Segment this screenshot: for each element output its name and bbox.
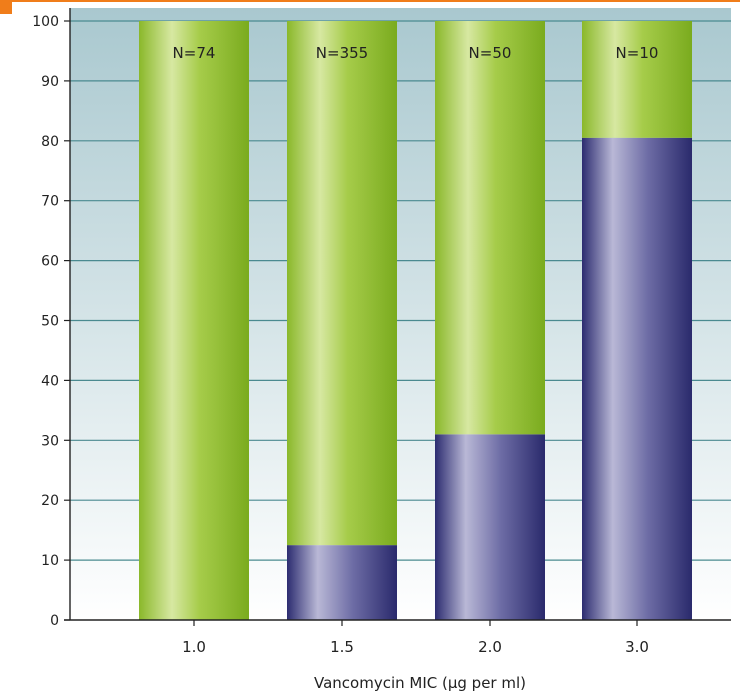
y-tick-label: 0: [50, 613, 59, 629]
y-tick-label: 30: [41, 433, 59, 449]
y-tick-label: 100: [32, 14, 59, 30]
corner-accent: [0, 0, 12, 14]
bar-segment: [287, 545, 397, 620]
y-tick-label: 40: [41, 373, 59, 389]
bar-segment: [435, 21, 545, 435]
bar-n-label: N=10: [616, 44, 659, 62]
bar-segment: [435, 434, 545, 620]
bars: N=74 N=355 N=50 N=10: [139, 21, 692, 620]
x-tick-label: 1.0: [182, 638, 206, 656]
top-accent-rule: [12, 0, 740, 2]
x-tick-label: 1.5: [330, 638, 354, 656]
y-tick-label: 50: [41, 314, 59, 330]
x-tick-label: 2.0: [478, 638, 502, 656]
axes: 0 10 20 30 40 50 60 70 80 90 100 1.0 1.5 2.0 3.0: [32, 8, 731, 656]
y-tick-label: 80: [41, 134, 59, 150]
bar-n-label: N=355: [316, 44, 368, 62]
bar-n-label: N=74: [173, 44, 216, 62]
bar-segment: [582, 21, 692, 138]
y-tick-label: 60: [41, 254, 59, 270]
y-tick-label: 70: [41, 194, 59, 210]
y-tick-label: 10: [41, 553, 59, 569]
bar-segment: [139, 21, 249, 620]
bar-segment: [582, 137, 692, 620]
y-tick-label: 90: [41, 74, 59, 90]
x-axis-title: Vancomycin MIC (µg per ml): [314, 674, 526, 692]
x-tick-label: 3.0: [625, 638, 649, 656]
bar-n-label: N=50: [469, 44, 512, 62]
bar-segment: [287, 21, 397, 546]
y-tick-label: 20: [41, 493, 59, 509]
